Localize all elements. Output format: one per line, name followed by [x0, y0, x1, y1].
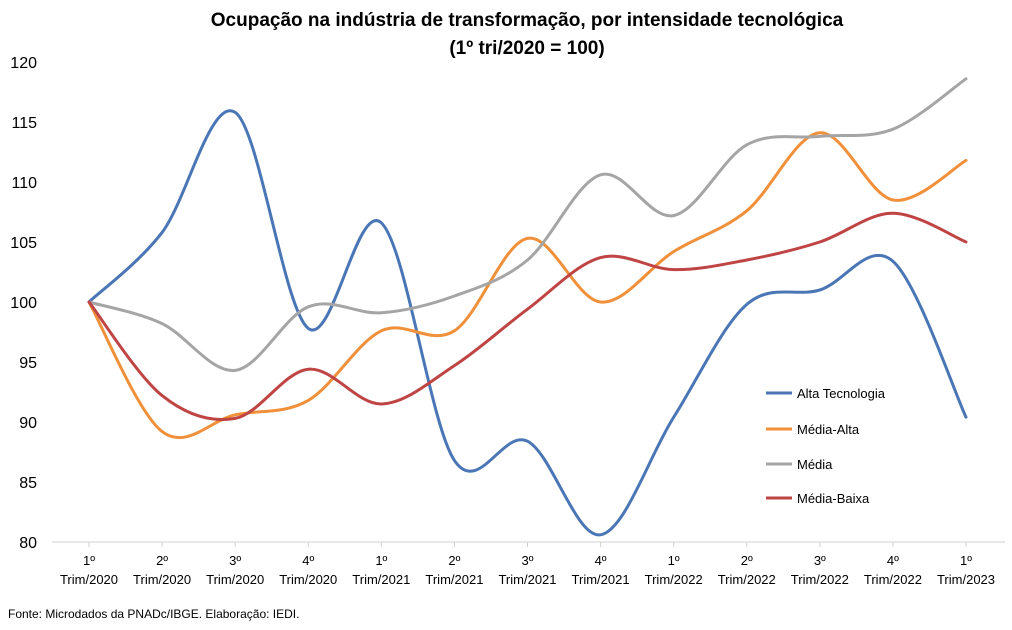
legend-label: Média-Baixa — [797, 491, 870, 506]
x-tick-label-quarter: 4º — [595, 553, 607, 568]
x-tick-label-year: Trim/2022 — [718, 572, 776, 587]
legend: Alta Tecnologia Média-Alta Média Média-Baix… — [766, 386, 886, 506]
source-note: Fonte: Microdados da PNADc/IBGE. Elabora… — [8, 607, 300, 621]
y-tick-label: 110 — [11, 175, 37, 192]
x-tick-label-quarter: 4º — [302, 553, 314, 568]
legend-label: Média-Alta — [797, 422, 860, 437]
x-tick-label-quarter: 3º — [522, 553, 534, 568]
x-tick-label-year: Trim/2022 — [791, 572, 849, 587]
x-tick-label-quarter: 3º — [814, 553, 826, 568]
y-axis: 80 85 90 95 100 105 110 115 120 — [10, 55, 37, 552]
x-tick-label-year: Trim/2022 — [645, 572, 703, 587]
series-line-0 — [87, 109, 968, 537]
x-tick-label-year: Trim/2023 — [937, 572, 995, 587]
x-tick-label-quarter: 3º — [229, 553, 241, 568]
series-line-3 — [87, 211, 968, 422]
x-tick-label-quarter: 2º — [156, 553, 168, 568]
x-tick-label-quarter: 1º — [375, 553, 387, 568]
x-tick-label-year: Trim/2021 — [498, 572, 556, 587]
x-tick-label-quarter: 4º — [887, 553, 899, 568]
y-tick-label: 100 — [10, 295, 37, 312]
chart-title-line-1: Ocupação na indústria de transformação, … — [211, 10, 844, 31]
series-lines — [87, 77, 968, 537]
x-tick-label-year: Trim/2020 — [279, 572, 337, 587]
y-tick-label: 115 — [11, 115, 37, 132]
legend-label: Alta Tecnologia — [797, 386, 886, 401]
x-tick-label-quarter: 1º — [83, 553, 95, 568]
chart-title-line-2: (1º tri/2020 = 100) — [449, 38, 604, 59]
y-tick-label: 95 — [19, 355, 37, 372]
y-tick-label: 105 — [10, 235, 37, 252]
x-tick-label-year: Trim/2020 — [60, 572, 118, 587]
y-tick-label: 120 — [10, 55, 37, 72]
y-tick-label: 90 — [19, 415, 37, 432]
x-axis: 1º Trim/2020 2º Trim/2020 3º Trim/2020 4º Trim/… — [60, 542, 995, 587]
x-tick-label-quarter: 1º — [960, 553, 972, 568]
y-tick-label: 80 — [19, 535, 37, 552]
series-line-2 — [87, 77, 968, 372]
series-line-1 — [87, 131, 968, 440]
x-tick-label-year: Trim/2020 — [206, 572, 264, 587]
x-tick-label-quarter: 1º — [668, 553, 680, 568]
x-tick-label-year: Trim/2020 — [133, 572, 191, 587]
x-tick-label-quarter: 2º — [741, 553, 753, 568]
y-tick-label: 85 — [19, 475, 37, 492]
x-tick-label-year: Trim/2022 — [864, 572, 922, 587]
x-tick-label-year: Trim/2021 — [572, 572, 630, 587]
x-tick-label-year: Trim/2021 — [425, 572, 483, 587]
x-tick-label-quarter: 2º — [448, 553, 460, 568]
x-tick-label-year: Trim/2021 — [352, 572, 410, 587]
legend-label: Média — [797, 457, 833, 472]
